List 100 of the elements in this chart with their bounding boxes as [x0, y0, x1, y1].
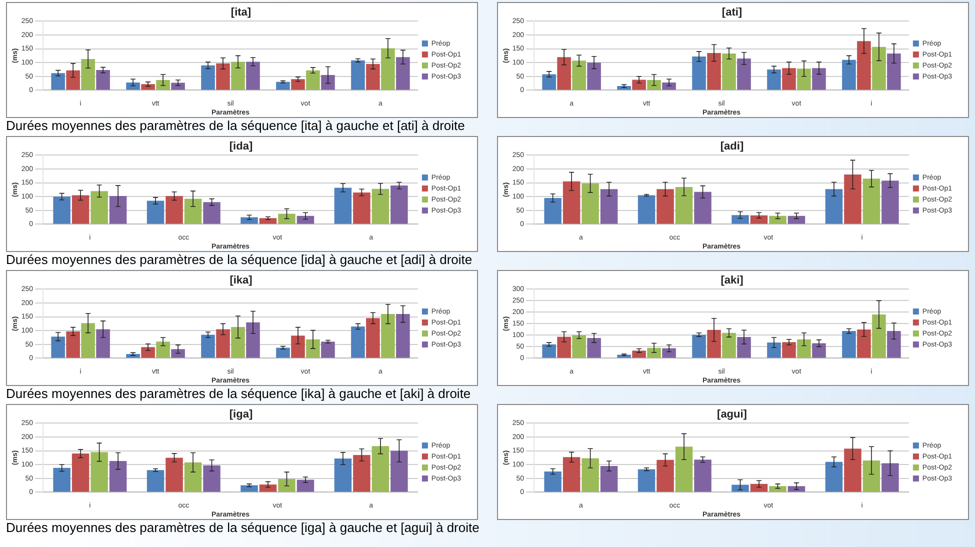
bar [141, 84, 155, 90]
bar [81, 59, 95, 90]
bar [542, 74, 556, 90]
bar [675, 186, 693, 224]
bar [562, 181, 580, 224]
bar [557, 57, 571, 90]
bar [782, 342, 796, 358]
bar [767, 342, 781, 358]
chart-title: [ida] [229, 140, 253, 153]
chart-title: [agui] [717, 408, 748, 421]
bar [72, 454, 90, 492]
bar [390, 450, 408, 492]
chart-title: [ati] [722, 6, 742, 19]
bar [240, 485, 258, 492]
bar [542, 344, 556, 358]
bar [141, 347, 155, 358]
bar [203, 465, 220, 492]
bar [296, 480, 314, 492]
bar [146, 470, 164, 492]
bar [109, 461, 127, 492]
bar [797, 339, 811, 358]
bar [246, 322, 260, 358]
bar [675, 446, 693, 492]
bar [184, 462, 202, 492]
bar [582, 458, 599, 492]
bar [722, 332, 736, 358]
bar [812, 68, 826, 90]
bar [53, 196, 70, 224]
bar [857, 329, 871, 358]
bar [887, 53, 901, 90]
bar [231, 327, 245, 358]
bar [334, 458, 352, 492]
bar [656, 189, 674, 224]
bar [544, 198, 562, 224]
bar [51, 336, 65, 358]
bar [81, 323, 95, 358]
bar [872, 314, 886, 358]
text: Durées moyennes des paramètres de la séquence [ita] à gauche et [ati] à droite [6, 118, 465, 133]
bar [692, 334, 706, 358]
bar [66, 331, 80, 358]
bar [707, 330, 721, 358]
bar [51, 73, 65, 90]
bar [844, 448, 862, 492]
bar [156, 342, 170, 358]
bar [321, 75, 335, 90]
bar [53, 468, 70, 492]
bar [306, 70, 320, 90]
bar [562, 457, 580, 492]
bar [171, 82, 185, 90]
chart-title: [iga] [229, 408, 253, 421]
bar [638, 469, 656, 492]
bar [656, 460, 674, 492]
bar [278, 214, 296, 224]
bar [291, 336, 305, 358]
bar [171, 349, 185, 358]
bar [276, 348, 290, 358]
bar [396, 57, 410, 90]
bar [707, 52, 721, 90]
chart-title: [ika] [230, 274, 253, 287]
bar [769, 216, 786, 224]
bar [600, 189, 618, 224]
bar [587, 62, 601, 90]
bar [647, 80, 661, 90]
bar [544, 472, 562, 492]
bar [882, 463, 899, 492]
bar [216, 63, 230, 90]
bar [321, 342, 335, 358]
bar [600, 466, 618, 492]
bar [351, 60, 365, 90]
bar [184, 198, 202, 224]
bar [166, 458, 183, 492]
bar [66, 70, 80, 90]
bar [396, 314, 410, 358]
bar [662, 348, 676, 358]
bar [587, 338, 601, 358]
bar [632, 350, 646, 358]
bar [306, 339, 320, 358]
bar [146, 200, 164, 224]
bar [582, 183, 599, 224]
chart-title: [ita] [230, 6, 252, 19]
bar [381, 48, 395, 90]
chart-title: [aki] [720, 274, 744, 287]
text: Durées moyennes des paramètres de la séquence [ida] à gauche et [adi] à droite [6, 252, 472, 267]
bar [647, 348, 661, 358]
bar [812, 343, 826, 358]
bar [353, 454, 370, 492]
text: Durées moyennes des paramètres de la séquence [ika] à gauche et [aki] à droite [6, 386, 471, 401]
bar [291, 79, 305, 90]
bar [788, 216, 806, 224]
bar [278, 478, 296, 492]
bar [351, 326, 365, 358]
bar [231, 62, 245, 90]
bar [216, 329, 230, 358]
bar [109, 196, 127, 224]
bar [750, 484, 768, 492]
bar [96, 329, 110, 358]
bar [96, 70, 110, 90]
bar [353, 192, 370, 224]
chart-title: [adi] [720, 140, 744, 153]
bar [872, 46, 886, 90]
